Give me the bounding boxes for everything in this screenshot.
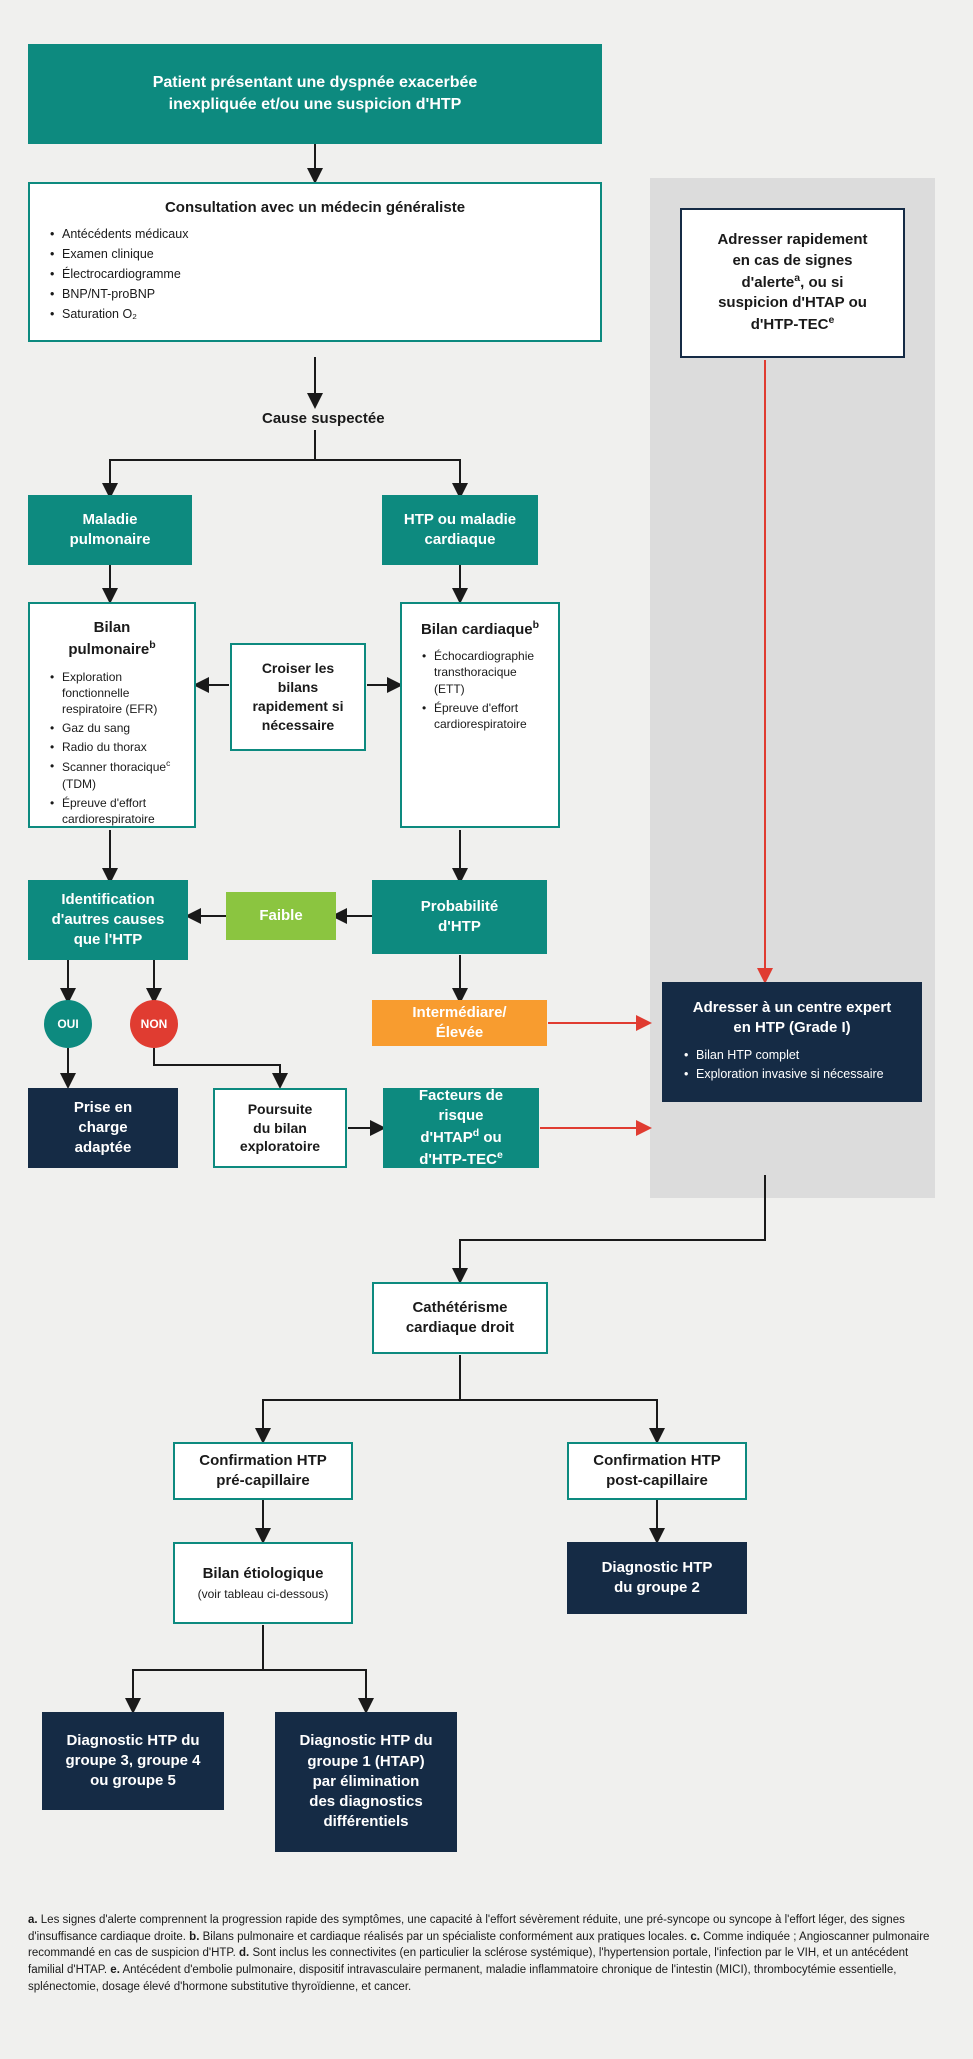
- pulm-workup-box: Bilan pulmonaireb Exploration fonctionne…: [28, 602, 196, 828]
- diag-g2-box: Diagnostic HTP du groupe 2: [567, 1542, 747, 1614]
- identify-other-box: Identification d'autres causes que l'HTP: [28, 880, 188, 960]
- etio-sub: (voir tableau ci-dessous): [198, 1586, 329, 1602]
- list-item: Scanner thoraciquec (TDM): [48, 758, 176, 791]
- gp-consult-box: Consultation avec un médecin généraliste…: [28, 182, 602, 342]
- cross-l2: rapidement si: [252, 698, 343, 714]
- cont-l3: exploratoire: [240, 1138, 320, 1154]
- refer-fast-text: Adresser rapidementen cas de signesd'ale…: [717, 230, 867, 335]
- card-disease-l2: cardiaque: [425, 531, 496, 548]
- ident-l3: que l'HTP: [74, 931, 143, 948]
- post-l1: Confirmation HTP: [593, 1452, 721, 1469]
- header-box: Patient présentant une dyspnée exacerbée…: [28, 44, 602, 144]
- gp-bullets: Antécédents médicaux Examen clinique Élect…: [48, 226, 582, 322]
- risk-factors-box: Facteurs de risqued'HTAPd oud'HTP-TECe: [383, 1088, 539, 1168]
- cross-check-box: Croiser les bilans rapidement si nécessa…: [230, 643, 366, 751]
- prob-htp-box: Probabilité d'HTP: [372, 880, 547, 954]
- gp-title: Consultation avec un médecin généraliste: [48, 198, 582, 218]
- list-item: Examen clinique: [48, 246, 582, 263]
- g1-l2: groupe 1 (HTAP): [307, 1753, 424, 1770]
- pulm-workup-bullets: Exploration fonctionnelle respiratoire (…: [48, 669, 176, 828]
- adapted-mgmt-box: Prise en charge adaptée: [28, 1088, 178, 1168]
- g1-l3: par élimination: [313, 1773, 420, 1790]
- cross-l3: nécessaire: [262, 717, 334, 733]
- diag-g345-box: Diagnostic HTP du groupe 3, groupe 4 ou …: [42, 1712, 224, 1810]
- prob-l1: Probabilité: [421, 898, 499, 915]
- cont-l2: du bilan: [253, 1120, 307, 1136]
- expert-title: Adresser à un centre expert en HTP (Grad…: [682, 998, 902, 1039]
- list-item: Saturation O₂: [48, 306, 582, 323]
- continue-box: Poursuite du bilan exploratoire: [213, 1088, 347, 1168]
- g345-l3: ou groupe 5: [90, 1772, 176, 1789]
- rhc-l1: Cathétérisme: [412, 1299, 507, 1316]
- list-item: BNP/NT-proBNP: [48, 286, 582, 303]
- list-item: Radio du thorax: [48, 739, 176, 755]
- list-item: Exploration invasive si nécessaire: [682, 1066, 902, 1083]
- prob-l2: d'HTP: [438, 918, 481, 935]
- list-item: Bilan HTP complet: [682, 1047, 902, 1064]
- cross-l1: Croiser les bilans: [262, 660, 334, 695]
- list-item: Exploration fonctionnelle respiratoire (…: [48, 669, 176, 718]
- pulm-workup-title: Bilan pulmonaireb: [48, 618, 176, 661]
- header-line1: Patient présentant une dyspnée exacerbée: [153, 74, 478, 91]
- inter-high-text: Intermédiare/Élevée: [392, 1003, 527, 1044]
- pre-l1: Confirmation HTP: [199, 1452, 327, 1469]
- ident-l2: d'autres causes: [52, 911, 165, 928]
- adapt-l1: Prise en charge: [74, 1099, 132, 1136]
- list-item: Épreuve d'effort cardiorespiratoire: [420, 700, 540, 732]
- card-workup-box: Bilan cardiaqueb Échocardiographie trans…: [400, 602, 560, 828]
- g345-l1: Diagnostic HTP du: [66, 1732, 199, 1749]
- rhc-box: Cathétérisme cardiaque droit: [372, 1282, 548, 1354]
- g345-l2: groupe 3, groupe 4: [65, 1752, 200, 1769]
- pulm-disease-text: Maladie pulmonaire: [48, 510, 172, 551]
- expert-center-box: Adresser à un centre expert en HTP (Grad…: [662, 982, 922, 1102]
- confirm-pre-box: Confirmation HTP pré-capillaire: [173, 1442, 353, 1500]
- g2-l1: Diagnostic HTP: [602, 1559, 713, 1576]
- expert-bullets: Bilan HTP complet Exploration invasive si…: [682, 1047, 902, 1084]
- header-line2: inexpliquée et/ou une suspicion d'HTP: [169, 96, 462, 113]
- card-workup-title: Bilan cardiaqueb: [420, 618, 540, 640]
- g1-l5: différentiels: [323, 1813, 408, 1830]
- low-box: Faible: [226, 892, 336, 940]
- g1-l1: Diagnostic HTP du: [299, 1732, 432, 1749]
- cause-label: Cause suspectée: [256, 410, 391, 427]
- rhc-l2: cardiaque droit: [406, 1319, 514, 1336]
- low-text: Faible: [259, 906, 302, 926]
- flowchart-canvas: Patient présentant une dyspnée exacerbée…: [0, 0, 973, 2059]
- post-l2: post-capillaire: [606, 1472, 708, 1489]
- inter-high-box: Intermédiare/Élevée: [372, 1000, 547, 1046]
- ident-l1: Identification: [61, 891, 154, 908]
- adapt-l2: adaptée: [75, 1139, 132, 1156]
- g1-l4: des diagnostics: [309, 1793, 422, 1810]
- card-disease-l1: HTP ou maladie: [404, 511, 516, 528]
- g2-l2: du groupe 2: [614, 1579, 700, 1596]
- risk-text: Facteurs de risqued'HTAPd oud'HTP-TECe: [403, 1086, 519, 1171]
- list-item: Gaz du sang: [48, 720, 176, 736]
- cont-l1: Poursuite: [248, 1101, 313, 1117]
- confirm-post-box: Confirmation HTP post-capillaire: [567, 1442, 747, 1500]
- pulm-disease-box: Maladie pulmonaire: [28, 495, 192, 565]
- list-item: Électrocardiogramme: [48, 266, 582, 283]
- footnotes: a. Les signes d'alerte comprennent la pr…: [28, 1912, 938, 1995]
- diag-g1-box: Diagnostic HTP du groupe 1 (HTAP) par él…: [275, 1712, 457, 1852]
- card-disease-box: HTP ou maladie cardiaque: [382, 495, 538, 565]
- etio-box: Bilan étiologique (voir tableau ci-desso…: [173, 1542, 353, 1624]
- refer-fast-box: Adresser rapidementen cas de signesd'ale…: [680, 208, 905, 358]
- non-badge: NON: [130, 1000, 178, 1048]
- list-item: Échocardiographie transthoracique (ETT): [420, 648, 540, 697]
- pre-l2: pré-capillaire: [216, 1472, 309, 1489]
- card-workup-bullets: Échocardiographie transthoracique (ETT)É…: [420, 648, 540, 732]
- etio-title: Bilan étiologique: [203, 1564, 324, 1584]
- list-item: Épreuve d'effort cardiorespiratoire: [48, 795, 176, 827]
- oui-badge: OUI: [44, 1000, 92, 1048]
- list-item: Antécédents médicaux: [48, 226, 582, 243]
